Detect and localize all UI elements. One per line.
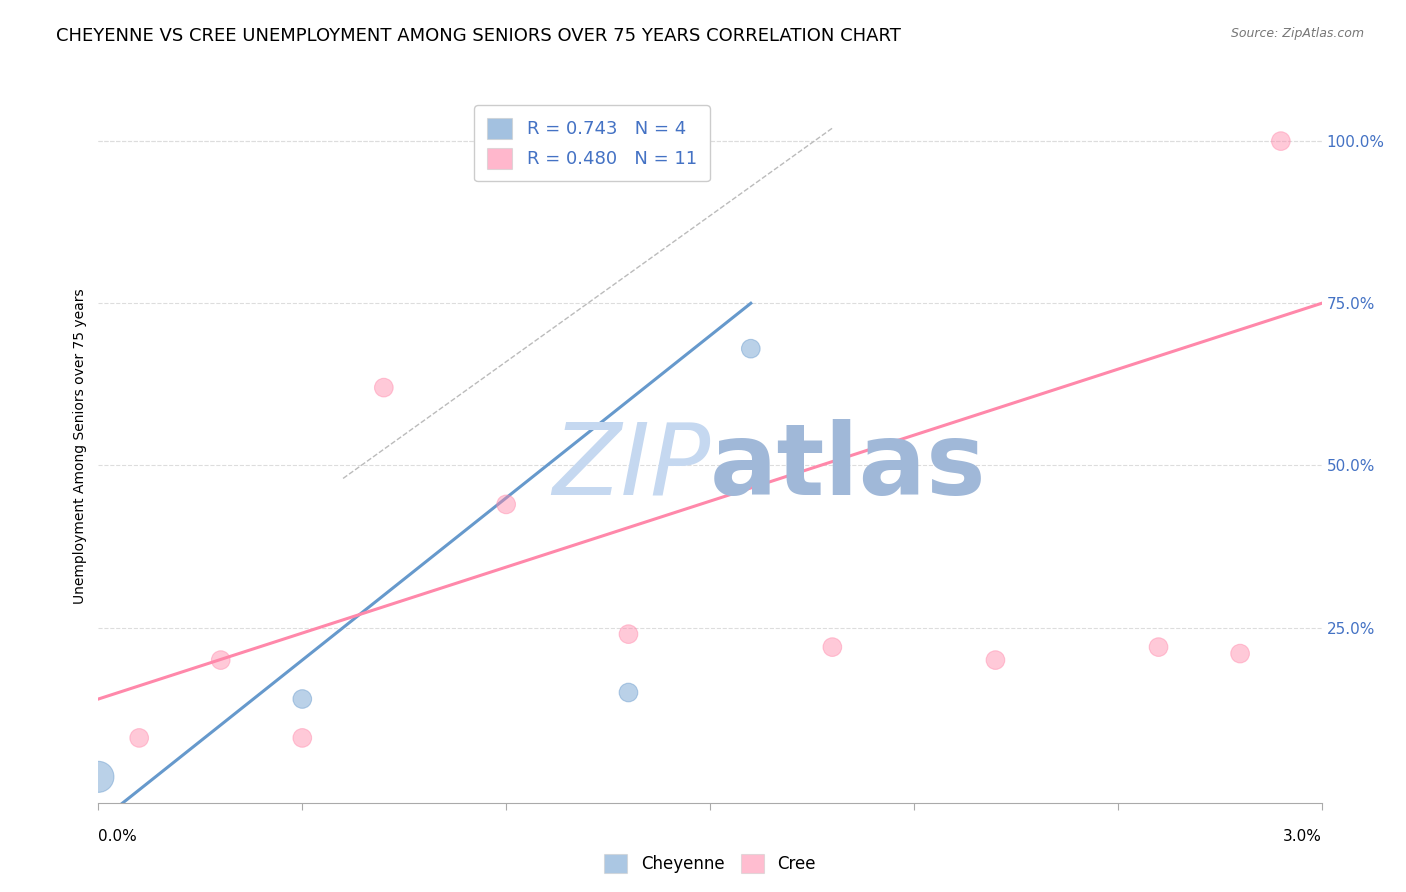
- Point: [1270, 134, 1292, 148]
- Point: [87, 770, 110, 784]
- Point: [984, 653, 1007, 667]
- Point: [291, 692, 314, 706]
- Text: ZIP: ZIP: [551, 419, 710, 516]
- Y-axis label: Unemployment Among Seniors over 75 years: Unemployment Among Seniors over 75 years: [73, 288, 87, 604]
- Legend: Cheyenne, Cree: Cheyenne, Cree: [598, 847, 823, 880]
- Point: [128, 731, 150, 745]
- Point: [821, 640, 844, 654]
- Point: [291, 731, 314, 745]
- Point: [617, 685, 640, 699]
- Text: 0.0%: 0.0%: [98, 829, 138, 844]
- Point: [209, 653, 232, 667]
- Point: [1147, 640, 1170, 654]
- Point: [617, 627, 640, 641]
- Point: [1229, 647, 1251, 661]
- Point: [495, 497, 517, 511]
- Point: [373, 381, 395, 395]
- Text: Source: ZipAtlas.com: Source: ZipAtlas.com: [1230, 27, 1364, 40]
- Text: atlas: atlas: [710, 419, 987, 516]
- Text: 3.0%: 3.0%: [1282, 829, 1322, 844]
- Text: CHEYENNE VS CREE UNEMPLOYMENT AMONG SENIORS OVER 75 YEARS CORRELATION CHART: CHEYENNE VS CREE UNEMPLOYMENT AMONG SENI…: [56, 27, 901, 45]
- Point: [740, 342, 762, 356]
